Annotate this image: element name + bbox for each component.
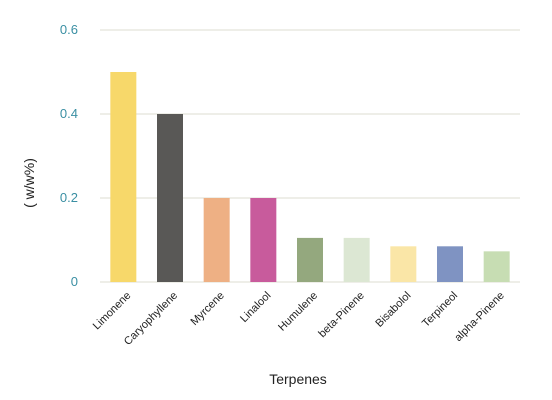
bar-limonene bbox=[110, 72, 137, 282]
bar-beta-pinene bbox=[343, 237, 370, 282]
y-axis-ticks: 0 0.2 0.4 0.6 bbox=[60, 22, 78, 289]
y-tick-label: 0.2 bbox=[60, 190, 78, 205]
bar-myrcene bbox=[203, 198, 230, 282]
y-tick-label: 0.6 bbox=[60, 22, 78, 37]
x-tick-label: Limonene bbox=[91, 290, 134, 333]
y-axis-title: ( w/w%) bbox=[21, 158, 37, 208]
x-tick-label: Terpineol bbox=[420, 290, 460, 330]
bar-terpineol bbox=[437, 246, 463, 282]
bar-alpha-pinene bbox=[483, 251, 510, 282]
y-tick-label: 0 bbox=[71, 274, 78, 289]
y-tick-label: 0.4 bbox=[60, 106, 78, 121]
x-tick-label: Myrcene bbox=[188, 290, 226, 328]
bar-caryophyllene bbox=[157, 114, 183, 282]
bar-humulene bbox=[297, 237, 323, 282]
bars bbox=[110, 72, 510, 282]
x-axis-title: Terpenes bbox=[269, 371, 327, 387]
x-tick-label: Bisabolol bbox=[373, 290, 413, 330]
bar-linalool bbox=[250, 198, 277, 282]
x-tick-label: alpha-Pinene bbox=[452, 290, 506, 344]
bar-bisabolol bbox=[390, 246, 417, 282]
x-tick-label: beta-Pinene bbox=[316, 290, 366, 340]
x-tick-label: Linalool bbox=[238, 290, 273, 325]
x-tick-label: Humulene bbox=[276, 290, 320, 334]
